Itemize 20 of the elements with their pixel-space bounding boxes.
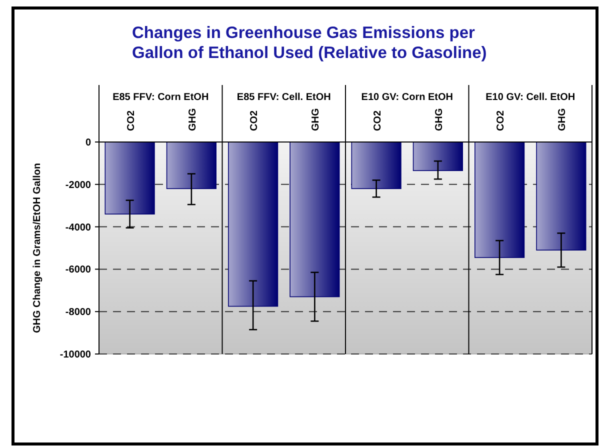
text: E10 GV: Corn EtOH: [361, 92, 453, 103]
y-axis-title: GHG Change in Grams/EtOH Gallon: [32, 162, 43, 334]
text: E10 GV: Cell. EtOH: [486, 92, 576, 103]
y-tick-label: -10000: [60, 350, 92, 360]
y-tick-label: -6000: [65, 264, 92, 276]
x-tick-label: GHG: [434, 108, 445, 131]
x-tick-label: CO2: [126, 110, 137, 131]
x-tick-label: CO2: [496, 110, 507, 131]
y-tick-label: 0: [85, 138, 92, 148]
x-tick-label: GHG: [557, 108, 568, 131]
y-tick-label: -8000: [65, 307, 92, 318]
x-tick-label: GHG: [187, 108, 198, 131]
text: E85 FFV: Cell. EtOH: [236, 92, 331, 103]
y-tick-label: -4000: [65, 222, 92, 234]
text: E85 FFV: Corn EtOH: [112, 92, 209, 103]
x-tick-label: GHG: [310, 108, 322, 131]
chart-title: Changes in Greenhouse Gas Emissions per Gallon of Ethanol Used (Relative to Gasoline): [132, 24, 487, 62]
x-tick-label: CO2: [249, 110, 260, 131]
x-tick-label: CO2: [372, 110, 384, 131]
y-tick-label: -2000: [65, 180, 92, 191]
